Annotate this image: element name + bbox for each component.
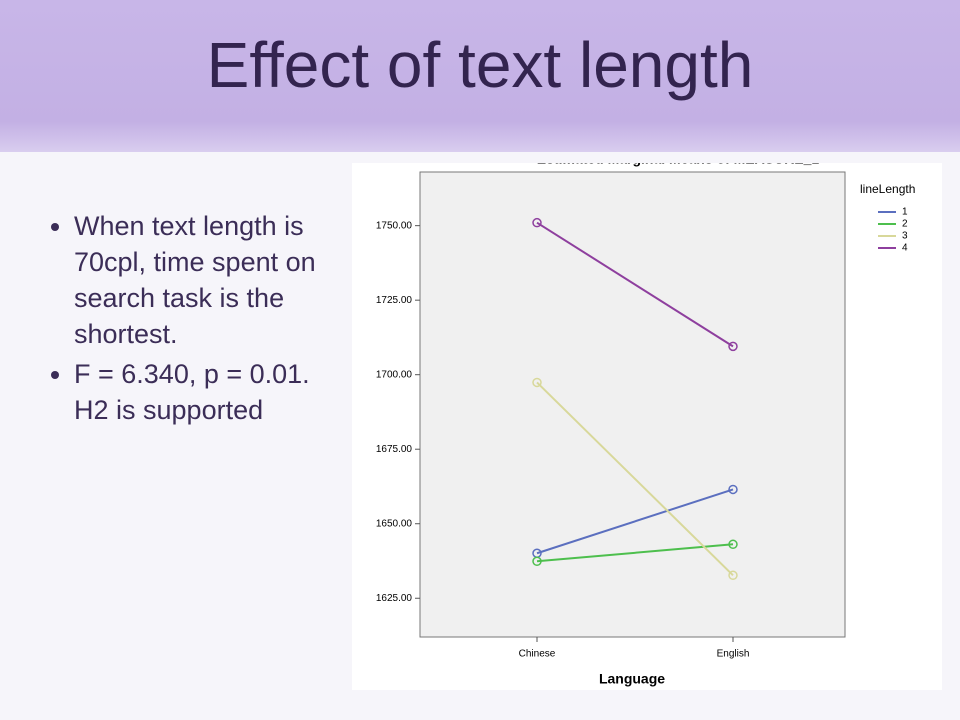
point-marker (728, 341, 738, 352)
point-marker (532, 377, 542, 388)
series-line (536, 488, 734, 555)
bullet: F = 6.340, p = 0.01. H2 is supported (74, 356, 334, 428)
bullet-list: When text length is 70cpl, time spent on… (40, 208, 334, 432)
series-line (536, 221, 734, 348)
legend-label: 4 (902, 243, 908, 254)
header-band (0, 0, 960, 152)
plot-area (419, 171, 846, 638)
y-tick-label: 1650.00 (376, 518, 413, 529)
point-marker (532, 217, 542, 228)
series-line (536, 543, 734, 563)
legend-title: lineLength (860, 182, 915, 196)
point-marker (728, 484, 738, 495)
x-axis-label: Language (599, 671, 665, 687)
legend-label: 2 (902, 219, 908, 230)
y-tick-label: 1625.00 (376, 593, 413, 604)
x-tick-label: Chinese (519, 649, 556, 660)
slide-title: Effect of text length (206, 29, 754, 101)
y-tick-label: 1750.00 (376, 220, 413, 231)
point-marker (728, 570, 738, 581)
y-tick-label: 1700.00 (376, 369, 413, 380)
legend-label: 1 (902, 207, 908, 218)
point-marker (728, 539, 738, 550)
point-marker (532, 556, 542, 567)
y-tick-label: 1675.00 (376, 444, 413, 455)
series-line (536, 381, 734, 577)
chart-title: Estimated Marginal Means of MEASURE_1 (537, 151, 820, 167)
x-tick-label: English (717, 649, 750, 660)
y-tick-label: 1725.00 (376, 295, 413, 306)
legend-label: 3 (902, 231, 908, 242)
bullet: When text length is 70cpl, time spent on… (74, 208, 334, 352)
